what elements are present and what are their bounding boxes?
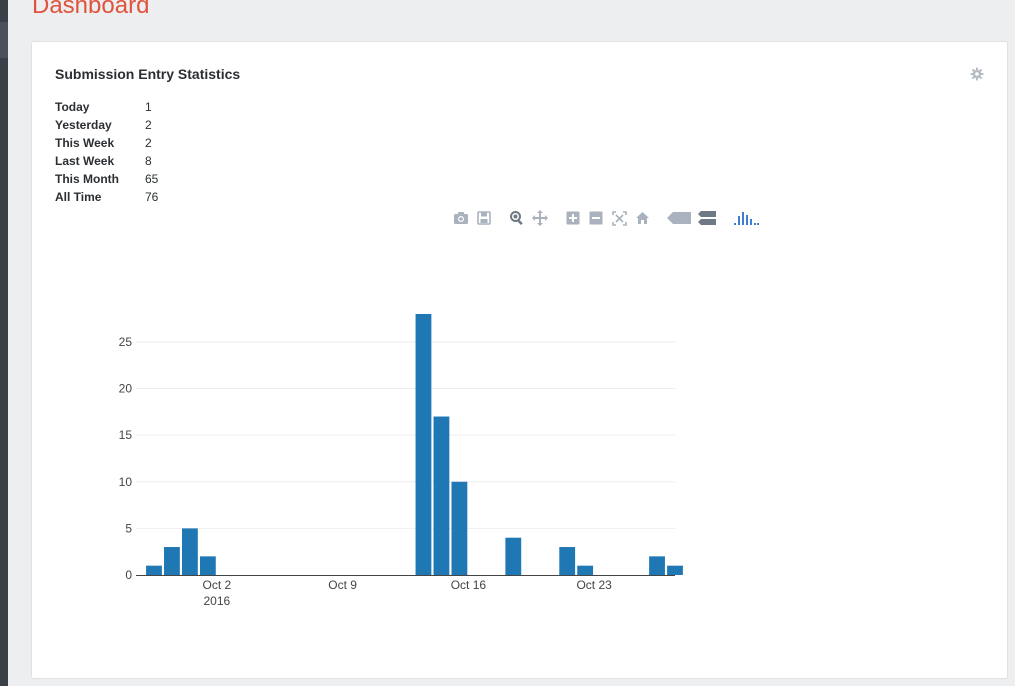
stat-label: Last Week: [55, 154, 115, 168]
stat-value: 2: [145, 136, 152, 150]
pan-icon[interactable]: [531, 209, 549, 227]
autoscale-icon[interactable]: [610, 209, 628, 227]
zoom-icon[interactable]: [508, 209, 526, 227]
page-title: Dashboard: [32, 0, 150, 19]
stat-row: All Time 76: [55, 188, 158, 206]
stat-value: 1: [145, 100, 152, 114]
plotly-logo-icon[interactable]: [732, 209, 760, 227]
save-icon[interactable]: [475, 209, 493, 227]
stat-label: This Week: [55, 136, 115, 150]
card-title: Submission Entry Statistics: [55, 66, 241, 82]
stat-value: 65: [145, 172, 159, 186]
hover-compare-icon[interactable]: [697, 209, 717, 227]
chart-bar: [577, 565, 594, 575]
stat-row: This Month 65: [55, 170, 158, 188]
chart-bar: [433, 416, 450, 575]
y-tick-label: 20: [119, 382, 133, 396]
chart-bar: [559, 547, 576, 575]
y-tick-label: 0: [125, 568, 132, 582]
chart-bar: [199, 556, 216, 575]
zoom-out-icon[interactable]: [587, 209, 605, 227]
x-tick-label: Oct 23: [576, 578, 612, 592]
chart-modebar: [452, 208, 765, 228]
chart-bar: [181, 528, 198, 575]
chart-bar: [649, 556, 665, 575]
stat-row: This Week 2: [55, 134, 158, 152]
stat-row: Today 1: [55, 98, 158, 116]
x-tick-label: Oct 9: [328, 578, 357, 592]
chart-bar: [415, 313, 432, 575]
y-tick-label: 25: [119, 335, 133, 349]
zoom-in-icon[interactable]: [564, 209, 582, 227]
hover-closest-icon[interactable]: [666, 209, 692, 227]
stats-table: Today 1 Yesterday 2 This Week 2 Last Week 8 …: [55, 98, 158, 206]
sidebar-edge: [0, 0, 8, 686]
chart-bar: [505, 537, 522, 575]
y-tick-label: 5: [125, 521, 132, 535]
y-tick-label: 15: [119, 428, 133, 442]
x-tick-sublabel: 2016: [203, 594, 230, 608]
stat-label: This Month: [55, 172, 119, 186]
stat-value: 76: [145, 190, 159, 204]
x-tick-label: Oct 2: [203, 578, 232, 592]
chart-bar: [451, 481, 468, 575]
stat-row: Last Week 8: [55, 152, 158, 170]
stat-label: Today: [55, 100, 90, 114]
stat-row: Yesterday 2: [55, 116, 158, 134]
sidebar-edge-notch: [0, 22, 8, 58]
chart-bar: [667, 565, 683, 575]
x-tick-label: Oct 16: [451, 578, 487, 592]
stat-value: 8: [145, 154, 152, 168]
stat-label: All Time: [55, 190, 102, 204]
stat-label: Yesterday: [55, 118, 112, 132]
gear-icon[interactable]: [970, 67, 984, 81]
reset-axes-icon[interactable]: [633, 209, 651, 227]
y-tick-label: 10: [119, 475, 133, 489]
chart-bar: [146, 565, 162, 575]
chart-bar: [164, 547, 180, 575]
stat-value: 2: [145, 118, 152, 132]
camera-icon[interactable]: [452, 209, 470, 227]
